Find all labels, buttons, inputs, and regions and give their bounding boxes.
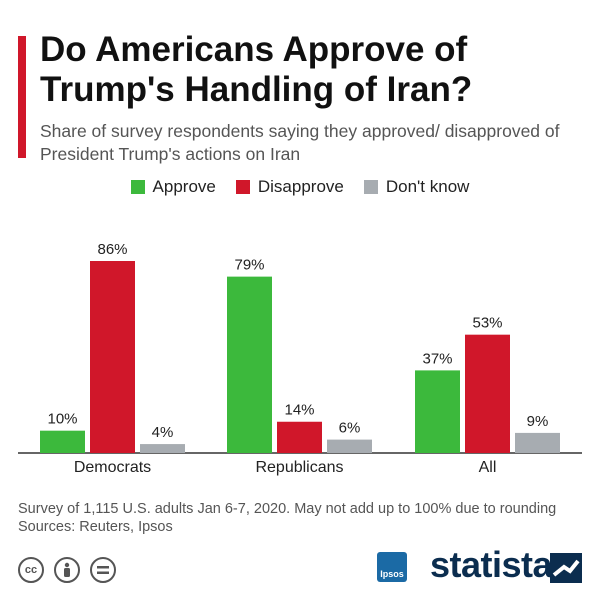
bar-approve-republicans	[227, 276, 272, 453]
bar-disapprove-all	[465, 334, 510, 453]
attribution-icon[interactable]	[54, 557, 80, 583]
legend-swatch-approve	[130, 180, 145, 194]
bar-don-t-know-republicans	[327, 439, 372, 453]
statista-logo-icon	[550, 553, 582, 583]
category-label-all: All	[479, 459, 497, 476]
chart-title: Do Americans Approve of Trump's Handling…	[40, 30, 473, 109]
bar-approve-all	[415, 370, 460, 453]
legend-label-approve: Approve	[152, 177, 216, 196]
ipsos-logo: Ipsos	[377, 552, 407, 582]
legend-item-disapprove: Disapprove	[235, 177, 344, 197]
bar-disapprove-democrats	[90, 261, 135, 453]
data-label-don-t-know-republicans: 6%	[339, 420, 361, 437]
data-label-don-t-know-democrats: 4%	[152, 424, 174, 441]
bar-don-t-know-all	[515, 432, 560, 453]
sources-line: Sources: Reuters, Ipsos	[18, 519, 173, 535]
legend-swatch-disapprove	[235, 180, 250, 194]
data-label-don-t-know-all: 9%	[527, 413, 549, 430]
cc-icon[interactable]: cc	[18, 557, 44, 583]
ipsos-logo-label: Ipsos	[380, 569, 404, 579]
title-accent-bar	[18, 36, 26, 158]
data-label-approve-republicans: 79%	[234, 257, 264, 274]
legend-swatch-dont-know	[363, 180, 378, 194]
no-derivatives-icon[interactable]	[90, 557, 116, 583]
category-label-republicans: Republicans	[255, 459, 343, 476]
legend-item-approve: Approve	[130, 177, 216, 197]
data-label-disapprove-republicans: 14%	[284, 402, 314, 419]
data-label-disapprove-all: 53%	[472, 315, 502, 332]
legend-label-dont-know: Don't know	[385, 177, 470, 196]
category-label-democrats: Democrats	[74, 459, 151, 476]
statista-logo-text[interactable]: statista	[430, 544, 553, 585]
bar-don-t-know-democrats	[140, 444, 185, 453]
data-label-approve-all: 37%	[422, 350, 452, 367]
survey-note: Survey of 1,115 U.S. adults Jan 6-7, 202…	[18, 501, 557, 517]
legend-item-dont-know: Don't know	[363, 177, 470, 197]
bar-approve-democrats	[40, 430, 85, 453]
legend: Approve Disapprove Don't know	[0, 177, 600, 197]
chart-subtitle: Share of survey respondents saying they …	[40, 121, 560, 164]
data-label-approve-democrats: 10%	[47, 411, 77, 428]
legend-label-disapprove: Disapprove	[257, 177, 344, 196]
data-label-disapprove-democrats: 86%	[97, 241, 127, 258]
license-icons: cc	[18, 557, 116, 583]
bar-disapprove-republicans	[277, 421, 322, 453]
